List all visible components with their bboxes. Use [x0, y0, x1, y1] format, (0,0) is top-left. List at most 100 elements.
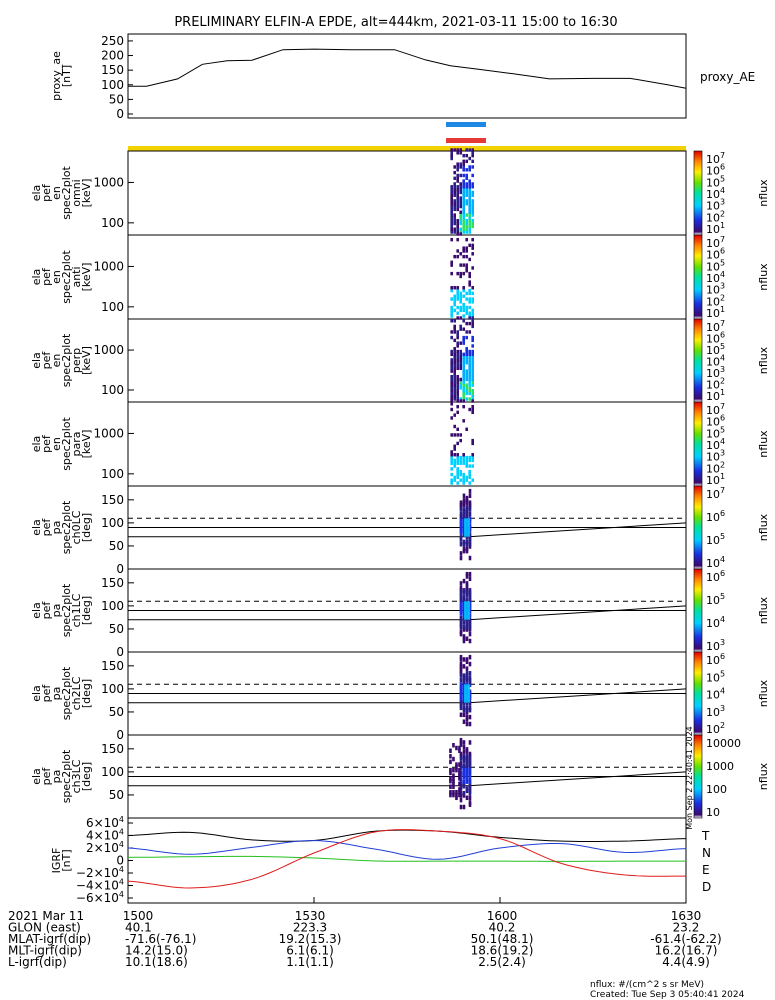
colorbar-tick-label: 106: [706, 163, 725, 178]
pa-pixel: [468, 624, 472, 630]
spectrogram-pixel: [450, 386, 453, 390]
spectrogram-pixel: [465, 377, 468, 382]
spectrogram-pixel: [465, 478, 468, 482]
pa-pixel: [468, 751, 472, 757]
spectrogram-pixel: [465, 254, 468, 259]
pa-pixel: [468, 502, 472, 508]
pa-pixel: [459, 505, 463, 510]
spectrogram-pixel: [462, 358, 465, 362]
footer-cell: 223.3: [293, 921, 327, 935]
spectrogram-pixel: [450, 407, 453, 412]
footer-cell: 1600: [487, 909, 518, 923]
pa-pixel: [465, 500, 469, 505]
spectrogram-pixel: [462, 338, 465, 343]
spectrogram-pixel: [465, 246, 468, 250]
spectrogram-pixel: [471, 394, 474, 398]
spectrogram-pixel: [450, 190, 453, 195]
pa-pixel: [468, 784, 472, 789]
spectrogram-pixel: [462, 394, 465, 398]
colorbar-tick-label: 106: [706, 569, 725, 584]
pa-pixel: [459, 629, 463, 635]
pa-pixel: [468, 763, 472, 768]
spectrogram-pixel: [453, 397, 456, 401]
pa-pixel: [462, 767, 466, 773]
pa-pixel: [452, 776, 455, 781]
pa-pixel: [459, 701, 463, 706]
spectrogram-pixel: [459, 202, 462, 206]
pa-pixel: [455, 767, 458, 773]
pa-pixel: [462, 532, 466, 538]
ytick-label: 1000: [93, 426, 124, 440]
pa-pixel: [468, 758, 472, 764]
pa-pixel: [459, 654, 463, 660]
pa-pixel: [465, 710, 469, 715]
spectrogram-pixel: [450, 467, 453, 471]
spectrogram-pixel: [462, 199, 465, 203]
ytick-label: 200: [101, 49, 124, 63]
spectrogram-pixel: [462, 461, 465, 465]
spectrogram-pixel: [453, 330, 456, 334]
pa-pixel: [459, 765, 463, 771]
spectrogram-pixel: [453, 461, 456, 465]
pa-pixel: [462, 599, 466, 605]
pa-pixel: [468, 790, 472, 796]
spectrogram-pixel: [453, 424, 456, 429]
pa-pixel: [459, 742, 463, 748]
pa-pixel: [468, 539, 472, 545]
spectrogram-pixel: [471, 221, 474, 226]
pa-pixel: [465, 763, 469, 768]
pa-pixel: [468, 760, 472, 766]
spectrogram-pixel: [459, 227, 462, 231]
colorbar-title: nflux: [757, 762, 770, 790]
spectrogram-pixel: [462, 327, 465, 331]
ytick-label: 50: [109, 622, 124, 636]
footer-cell: 2021 Mar 11: [8, 909, 84, 923]
spectrogram-pixel: [465, 291, 468, 296]
ytick-label: 100: [101, 599, 124, 613]
pa-pixel: [468, 705, 472, 711]
spectrogram-pixel: [459, 308, 462, 313]
pa-pixel: [468, 770, 472, 775]
spectrogram-pixel: [465, 297, 468, 301]
colorbar-tick-label: 107: [706, 151, 725, 166]
spectrogram-pixel: [459, 352, 462, 357]
spectrogram-pixel: [471, 153, 474, 158]
spectrogram-pixel: [465, 266, 468, 270]
spectrogram-pixel: [453, 372, 456, 376]
spectrogram-pixel: [453, 380, 456, 384]
pa-pixel: [465, 765, 469, 771]
pa-pixel: [468, 788, 472, 794]
spectrogram-pixel: [459, 341, 462, 345]
spectrogram-pixel: [459, 210, 462, 214]
spectrogram-pixel: [459, 213, 462, 217]
spectrogram-pixel: [456, 344, 459, 348]
pa-pixel: [462, 756, 466, 761]
spectrogram-pixel: [465, 249, 468, 253]
pa-pixel: [462, 696, 466, 701]
spectrogram-pixel: [468, 204, 471, 209]
pa-pixel: [465, 583, 469, 588]
colorbar-tick-label: 107: [706, 319, 725, 334]
pa-pixel: [459, 581, 463, 586]
pa-pixel: [458, 787, 461, 792]
pa-pixel: [462, 548, 466, 554]
pa-pixel: [458, 773, 461, 778]
spectrogram-pixel: [468, 305, 471, 310]
pa-pixel: [459, 684, 463, 690]
colorbar: [693, 734, 703, 819]
pa-pixel: [462, 590, 466, 595]
spectrogram-pixel: [465, 213, 468, 217]
spectrogram-pixel: [471, 335, 474, 340]
spectrogram-pixel: [459, 230, 462, 234]
spectrogram-pixel: [450, 187, 453, 192]
spectrogram-pixel: [456, 352, 459, 357]
spectrogram-pixel: [471, 311, 474, 315]
spectrogram-pixel: [468, 388, 471, 393]
spectrogram-pixel: [468, 470, 471, 474]
pa-pixel: [468, 802, 472, 807]
spectrogram-pixel: [471, 366, 474, 371]
spectrogram-pixel: [456, 358, 459, 362]
colorbar: [693, 150, 703, 236]
pa-pixel: [462, 601, 466, 607]
spectrogram-pixel: [459, 216, 462, 220]
